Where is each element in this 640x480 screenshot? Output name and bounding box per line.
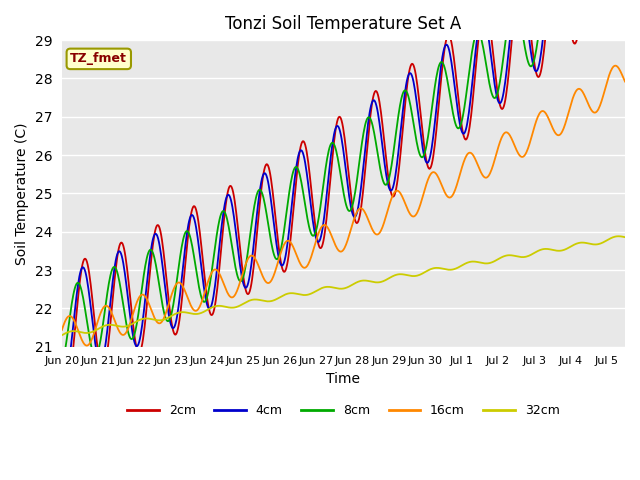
8cm <box>298 184 306 190</box>
32cm <box>621 234 629 240</box>
8cm <box>319 182 327 188</box>
2cm <box>138 345 145 350</box>
4cm <box>58 372 66 377</box>
2cm <box>299 138 307 144</box>
Line: 32cm: 32cm <box>62 236 625 335</box>
4cm <box>60 375 68 381</box>
8cm <box>58 363 66 369</box>
2cm <box>476 21 484 26</box>
2cm <box>63 382 70 388</box>
32cm <box>614 233 622 239</box>
32cm <box>476 260 483 265</box>
Line: 8cm: 8cm <box>62 0 625 366</box>
16cm <box>476 168 484 174</box>
32cm <box>462 261 470 266</box>
4cm <box>299 150 307 156</box>
Legend: 2cm, 4cm, 8cm, 16cm, 32cm: 2cm, 4cm, 8cm, 16cm, 32cm <box>122 399 564 422</box>
Y-axis label: Soil Temperature (C): Soil Temperature (C) <box>15 122 29 264</box>
X-axis label: Time: Time <box>326 372 360 386</box>
4cm <box>61 375 68 381</box>
Line: 16cm: 16cm <box>62 66 625 346</box>
Line: 4cm: 4cm <box>62 0 625 378</box>
32cm <box>298 292 306 298</box>
16cm <box>320 222 328 228</box>
16cm <box>463 153 470 158</box>
16cm <box>60 321 68 326</box>
2cm <box>58 365 66 371</box>
16cm <box>58 327 66 333</box>
8cm <box>476 31 483 37</box>
16cm <box>83 343 91 348</box>
Title: Tonzi Soil Temperature Set A: Tonzi Soil Temperature Set A <box>225 15 461 33</box>
4cm <box>138 327 145 333</box>
4cm <box>320 215 328 220</box>
8cm <box>137 294 145 300</box>
4cm <box>463 124 470 130</box>
16cm <box>299 264 307 270</box>
16cm <box>611 63 619 69</box>
Text: TZ_fmet: TZ_fmet <box>70 52 127 65</box>
2cm <box>463 136 470 142</box>
8cm <box>462 95 470 100</box>
32cm <box>58 332 66 338</box>
2cm <box>60 378 68 384</box>
16cm <box>138 292 145 298</box>
4cm <box>476 17 484 23</box>
32cm <box>137 317 145 323</box>
32cm <box>319 285 327 290</box>
Line: 2cm: 2cm <box>62 0 625 385</box>
32cm <box>60 331 68 337</box>
8cm <box>60 353 68 359</box>
2cm <box>320 234 328 240</box>
16cm <box>621 79 629 84</box>
